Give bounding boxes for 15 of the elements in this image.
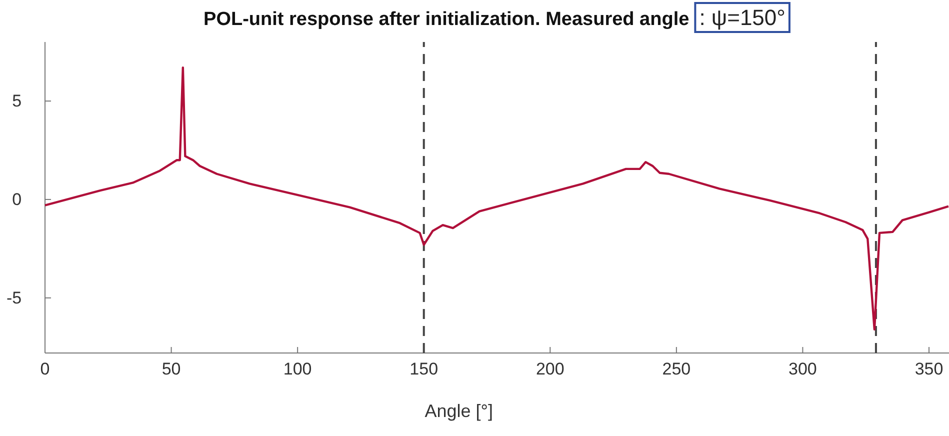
text: : ψ=150°	[699, 5, 786, 30]
x-tick-label: 50	[162, 360, 181, 379]
x-tick-label: 0	[40, 360, 50, 379]
chart-title: POL-unit response after initialization. Measured angle	[204, 9, 690, 30]
x-tick-label: 250	[662, 360, 691, 379]
x-tick-label: 100	[283, 360, 312, 379]
x-tick-label: 150	[410, 360, 438, 379]
line-series	[44, 66, 949, 330]
x-axis-title: Angle [°]	[424, 401, 493, 421]
y-tick-label: 5	[12, 91, 22, 110]
y-tick-label: -5	[6, 288, 22, 308]
x-tick-label: 200	[536, 360, 564, 379]
y-tick-label: 0	[12, 190, 22, 209]
x-tick-label: 350	[914, 360, 944, 379]
x-tick-label: 300	[788, 360, 817, 379]
